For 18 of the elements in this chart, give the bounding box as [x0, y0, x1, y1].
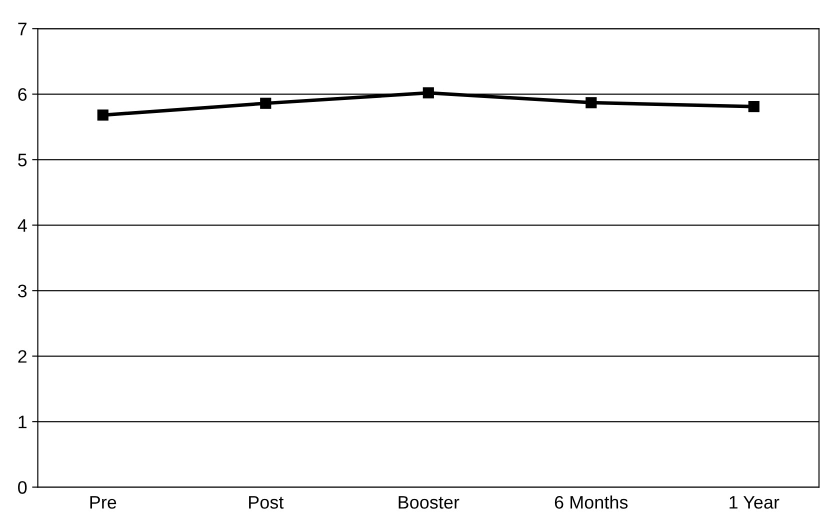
y-tick-label: 4 — [18, 219, 27, 232]
y-tick-label: 5 — [18, 154, 27, 166]
x-tick-label: Booster — [398, 496, 460, 509]
point — [422, 87, 434, 98]
point — [748, 101, 760, 112]
y-tick-label: 6 — [18, 88, 27, 101]
point — [586, 97, 597, 108]
y-tick-label: 7 — [18, 22, 26, 36]
x-tick-label: Pre — [90, 496, 116, 509]
x-tick-label: Post — [249, 496, 284, 509]
y-tick-label: 3 — [18, 284, 27, 298]
y-tick-label: 0 — [18, 481, 27, 494]
y-tick-label: 1 — [18, 416, 27, 428]
y-tick-label: 2 — [18, 350, 26, 363]
point — [260, 98, 272, 109]
x-tick-label: 6 Months — [554, 495, 628, 509]
point — [97, 110, 108, 121]
x-tick-label: 1 Year — [730, 496, 780, 509]
